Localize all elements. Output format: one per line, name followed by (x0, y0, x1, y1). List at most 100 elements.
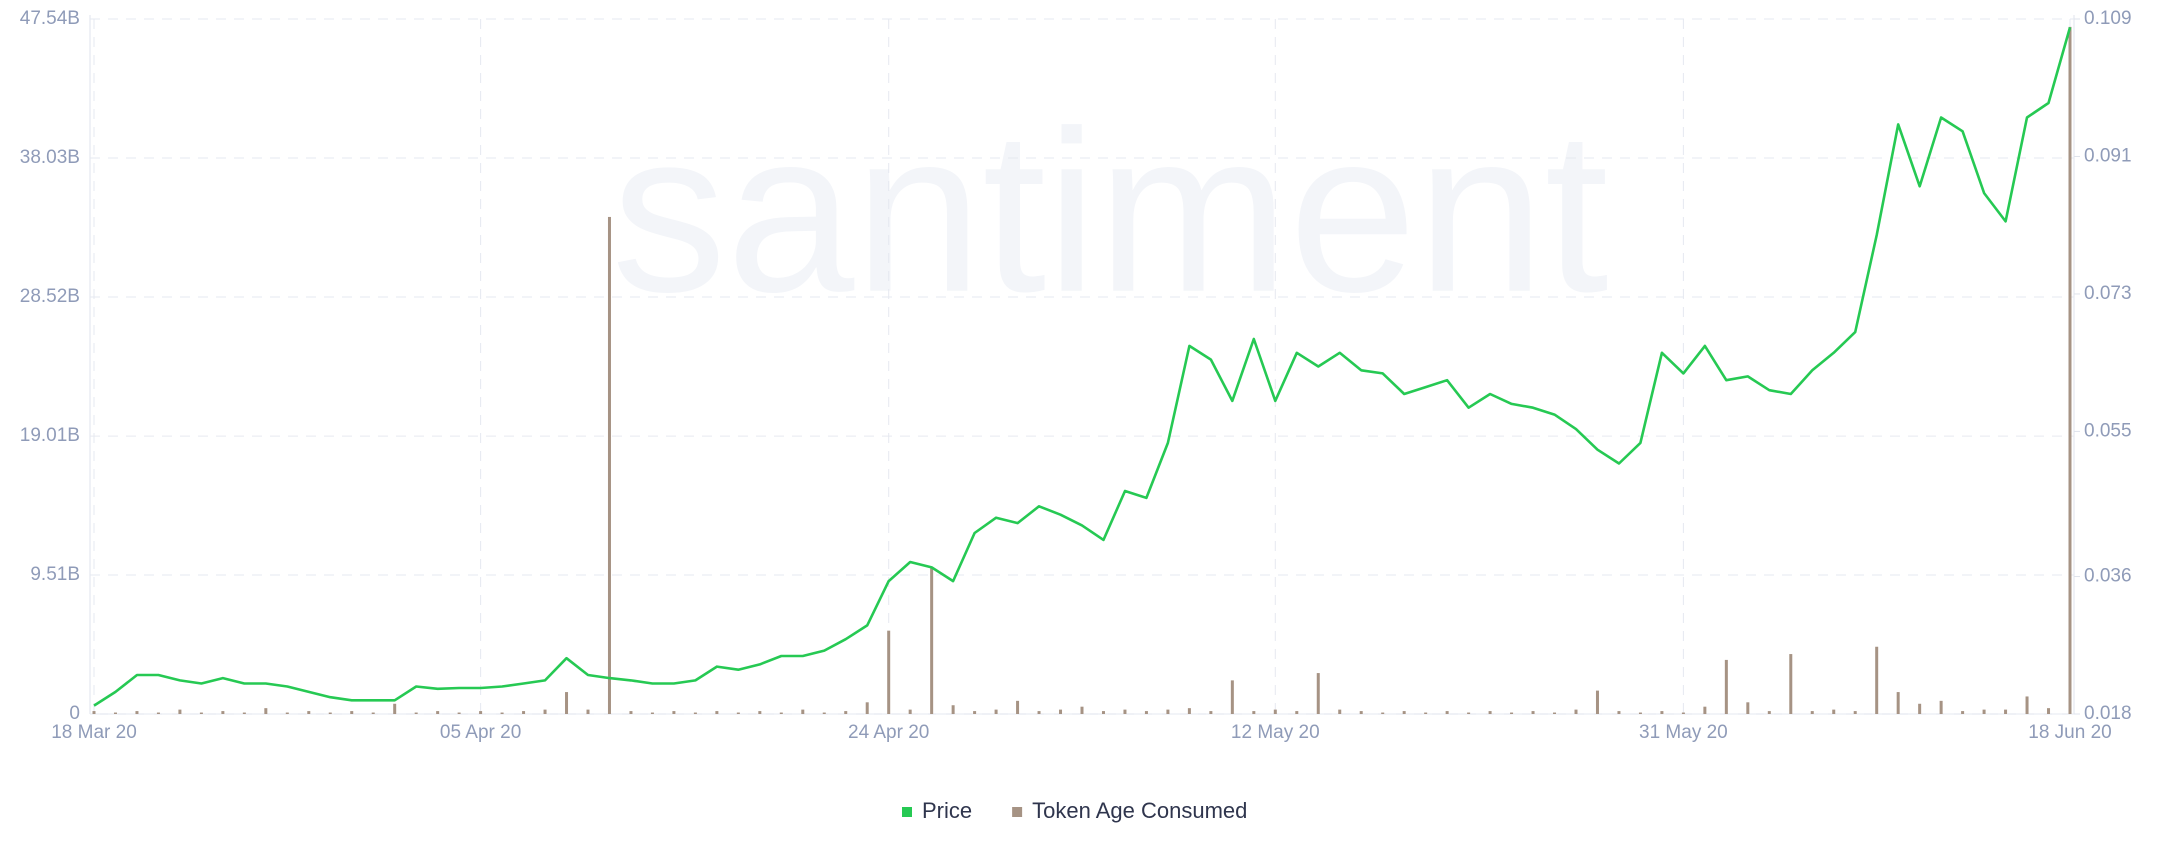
bar (2047, 708, 2051, 714)
bar (1660, 711, 1664, 714)
bar (285, 712, 289, 714)
x-tick-label: 24 Apr 20 (848, 722, 929, 743)
bar (951, 705, 955, 714)
bar (758, 711, 762, 714)
bar (479, 711, 483, 714)
legend: Price Token Age Consumed (902, 798, 1247, 823)
bar (2068, 26, 2072, 714)
bar (1123, 709, 1127, 714)
y2-tick-label: 0.091 (2084, 145, 2132, 166)
bar (1875, 646, 1879, 714)
bar (1209, 711, 1213, 714)
x-tick-label: 18 Jun 20 (2028, 722, 2111, 743)
bar (156, 712, 160, 714)
bar (1832, 709, 1836, 714)
bar (672, 711, 676, 714)
bar (1359, 711, 1363, 714)
bar (1617, 711, 1621, 714)
bar (1402, 711, 1406, 714)
bar (1918, 703, 1922, 714)
bar (930, 567, 934, 714)
watermark: santiment (611, 83, 1608, 340)
bar (1424, 712, 1428, 714)
bar (1467, 712, 1471, 714)
bar (607, 216, 611, 714)
legend-swatch (1012, 807, 1023, 817)
bar (1166, 709, 1170, 714)
bar (2004, 709, 2008, 714)
bar (1252, 711, 1256, 714)
bar (1531, 711, 1535, 714)
bar (1101, 711, 1105, 714)
bar (994, 709, 998, 714)
bar (113, 712, 117, 714)
y2-tick-label: 0.109 (2084, 8, 2132, 29)
bar (1316, 673, 1320, 714)
bar (393, 703, 397, 714)
bar (178, 709, 182, 714)
bar (522, 711, 526, 714)
bar (1510, 712, 1514, 714)
price-line (93, 27, 2072, 707)
y2-tick-label: 0.018 (2084, 703, 2132, 724)
bar (629, 711, 633, 714)
bar (436, 711, 440, 714)
bar (565, 692, 569, 714)
bar (1896, 692, 1900, 714)
bar (736, 712, 740, 714)
bar (1059, 709, 1063, 714)
bar (1810, 711, 1814, 714)
x-tick-label: 18 Mar 20 (51, 722, 137, 743)
bar (693, 712, 697, 714)
bar (586, 709, 590, 714)
y-tick-label: 38.03B (20, 147, 80, 168)
bar (242, 712, 246, 714)
x-tick-label: 12 May 20 (1231, 722, 1320, 743)
bar (1016, 700, 1020, 714)
y-tick-label: 0 (69, 703, 80, 724)
bar (328, 712, 332, 714)
bar (1553, 712, 1557, 714)
y2-tick-label: 0.073 (2084, 283, 2132, 304)
legend-label: Price (922, 798, 972, 823)
x-tick-label: 05 Apr 20 (440, 722, 521, 743)
bar (135, 711, 139, 714)
legend-label: Token Age Consumed (1032, 798, 1247, 823)
bar (715, 711, 719, 714)
bar (199, 712, 203, 714)
bar (2025, 696, 2029, 714)
bar (779, 712, 783, 714)
bar (1961, 711, 1965, 714)
bar (221, 711, 225, 714)
y-tick-label: 9.51B (30, 564, 80, 585)
bar (1381, 712, 1385, 714)
bar (801, 709, 805, 714)
bar (1037, 711, 1041, 714)
bar (822, 712, 826, 714)
x-tick-label: 31 May 20 (1639, 722, 1728, 743)
bar (1724, 659, 1728, 714)
bar (500, 712, 504, 714)
y-tick-label: 28.52B (20, 286, 80, 307)
bar (350, 711, 354, 714)
bar (1595, 690, 1599, 714)
y-tick-label: 19.01B (20, 425, 80, 446)
bar (1638, 712, 1642, 714)
bar (1681, 712, 1685, 714)
bar (1144, 711, 1148, 714)
bar (414, 712, 418, 714)
bar (1939, 700, 1943, 714)
bar (865, 702, 869, 714)
bar (1982, 709, 1986, 714)
bar (973, 711, 977, 714)
bar (1789, 654, 1793, 714)
y2-tick-label: 0.036 (2084, 566, 2132, 587)
bar (264, 708, 268, 714)
bar (1295, 711, 1299, 714)
bar (371, 712, 375, 714)
bar (1746, 702, 1750, 714)
bar (1080, 706, 1084, 714)
bar (1703, 706, 1707, 714)
